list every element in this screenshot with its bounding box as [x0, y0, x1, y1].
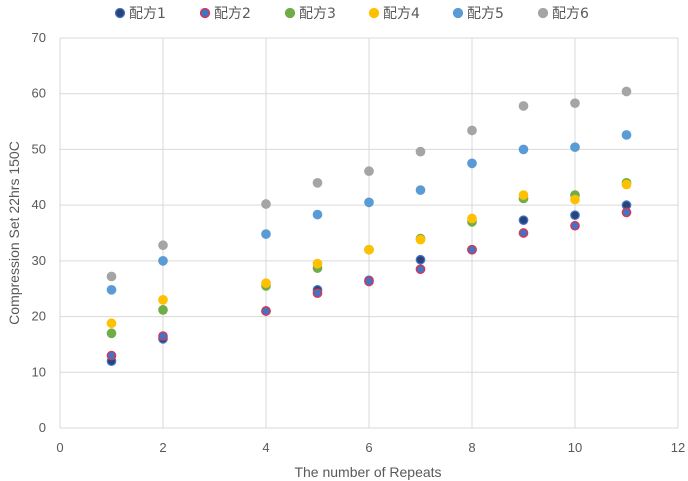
- data-point: [570, 98, 580, 109]
- x-tick-label: 2: [159, 440, 166, 455]
- legend-marker: [537, 7, 549, 19]
- data-point: [415, 146, 426, 157]
- legend-item-2: 配方2: [199, 6, 251, 22]
- data-point: [415, 234, 426, 245]
- data-point: [158, 305, 168, 315]
- y-tick-label: 60: [32, 86, 46, 101]
- y-axis-title: Compression Set 22hrs 150C: [6, 141, 22, 325]
- y-tick-label: 20: [32, 309, 46, 324]
- legend-item-1: 配方1: [114, 6, 166, 22]
- x-tick-label: 10: [568, 440, 582, 455]
- x-axis-title: The number of Repeats: [294, 464, 441, 480]
- legend-label: 配方4: [383, 6, 420, 22]
- legend-item-6: 配方6: [537, 6, 589, 22]
- data-point: [312, 288, 323, 299]
- data-point: [364, 197, 374, 208]
- y-tick-label: 10: [32, 364, 46, 379]
- data-point: [261, 278, 271, 288]
- series-4: [106, 179, 632, 329]
- data-point: [621, 207, 632, 218]
- series-5: [106, 130, 632, 295]
- legend-label: 配方3: [299, 6, 336, 22]
- y-tick-label: 70: [32, 30, 46, 45]
- data-point: [364, 166, 374, 177]
- data-point: [158, 240, 168, 251]
- data-point: [621, 179, 632, 190]
- data-point: [467, 244, 477, 255]
- legend-label: 配方6: [552, 6, 589, 22]
- data-point: [158, 256, 168, 266]
- legend-marker: [284, 7, 296, 19]
- data-point: [467, 125, 477, 136]
- x-tick-label: 0: [56, 440, 63, 455]
- data-point: [570, 220, 580, 231]
- data-point: [312, 178, 323, 188]
- legend-label: 配方5: [467, 6, 504, 22]
- legend-label: 配方1: [129, 6, 166, 22]
- legend-marker: [199, 7, 211, 19]
- y-tick-label: 50: [32, 141, 46, 156]
- legend-marker: [368, 7, 380, 19]
- x-tick-label: 4: [262, 440, 269, 455]
- x-axis-tick-labels: 0 2 4 6 8 10 12: [56, 440, 685, 455]
- data-point: [467, 158, 477, 169]
- data-point: [415, 254, 426, 265]
- data-point: [261, 229, 271, 239]
- data-point: [467, 213, 477, 224]
- data-point: [570, 142, 580, 153]
- data-point: [518, 144, 529, 155]
- data-point: [261, 199, 271, 209]
- chart-legend: 配方1 配方2 配方3 配方4 配方5 配方6: [114, 6, 589, 22]
- series-6: [106, 86, 632, 282]
- legend-marker: [114, 7, 126, 19]
- data-points: [106, 86, 632, 366]
- legend-item-4: 配方4: [368, 6, 420, 22]
- data-point: [518, 228, 529, 238]
- series-2: [106, 207, 632, 361]
- data-point: [261, 306, 271, 316]
- gridlines: [59, 37, 679, 429]
- legend-item-3: 配方3: [284, 6, 336, 22]
- data-point: [570, 194, 580, 205]
- data-point: [364, 276, 374, 287]
- legend-item-5: 配方5: [452, 6, 504, 22]
- data-point: [106, 328, 117, 339]
- y-axis-tick-labels: 0 10 20 30 40 50 60 70: [32, 30, 46, 435]
- data-point: [518, 101, 529, 111]
- data-point: [106, 318, 117, 329]
- data-point: [106, 350, 117, 361]
- y-tick-label: 0: [39, 420, 46, 435]
- data-point: [364, 244, 374, 255]
- data-point: [518, 190, 529, 200]
- y-tick-label: 30: [32, 253, 46, 268]
- data-point: [106, 271, 117, 282]
- data-point: [518, 215, 529, 226]
- x-tick-label: 8: [468, 440, 475, 455]
- data-point: [312, 209, 323, 220]
- data-point: [158, 331, 168, 341]
- data-point: [415, 264, 426, 275]
- data-point: [312, 258, 323, 269]
- data-point: [415, 185, 426, 195]
- data-point: [106, 284, 117, 295]
- x-tick-label: 6: [365, 440, 372, 455]
- data-point: [570, 210, 580, 221]
- x-tick-label: 12: [671, 440, 685, 455]
- legend-marker: [452, 7, 464, 19]
- y-tick-label: 40: [32, 197, 46, 212]
- data-point: [621, 130, 632, 140]
- data-point: [158, 295, 168, 305]
- legend-label: 配方2: [214, 6, 251, 22]
- data-point: [621, 86, 632, 97]
